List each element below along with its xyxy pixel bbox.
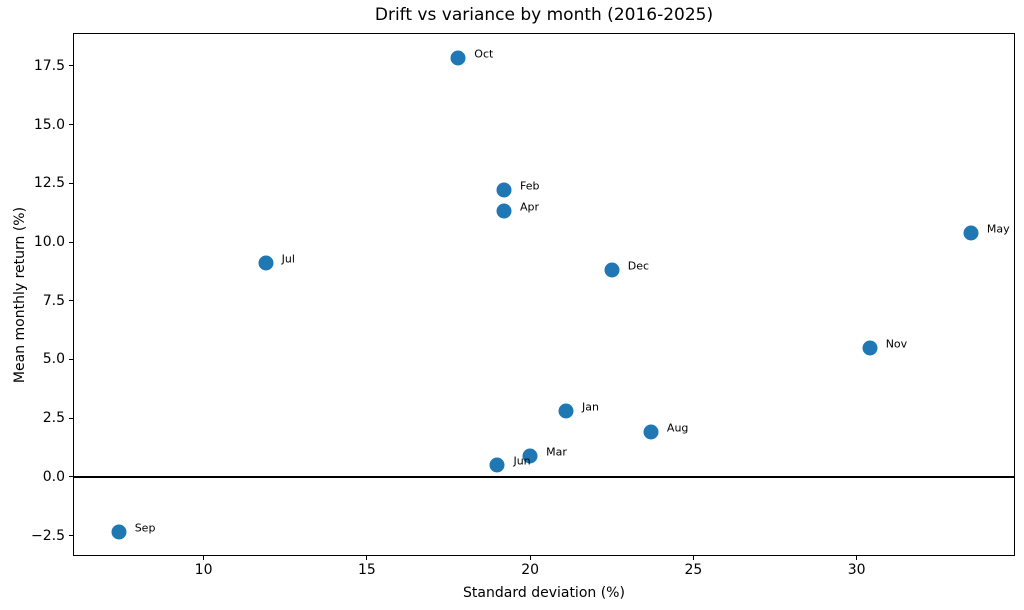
point-label-jul: Jul: [281, 252, 295, 266]
data-point-feb: [496, 182, 512, 198]
point-label-apr: Apr: [520, 200, 540, 214]
y-axis-label: Mean monthly return (%): [12, 206, 28, 384]
data-point-nov: [862, 340, 878, 356]
y-tick-label: 5.0: [42, 351, 65, 368]
y-tick-label: 17.5: [33, 57, 65, 74]
point-label-jan: Jan: [582, 400, 599, 414]
x-tick-label: 15: [357, 562, 376, 578]
point-label-feb: Feb: [520, 179, 540, 193]
y-tick-mark: [69, 417, 73, 419]
point-label-oct: Oct: [474, 47, 494, 61]
point-label-mar: Mar: [546, 445, 567, 459]
x-tick-label: 25: [684, 562, 703, 578]
x-tick-mark: [366, 556, 368, 560]
x-tick-label: 10: [194, 562, 213, 578]
data-point-jun: [489, 457, 505, 473]
y-tick-label: 15.0: [33, 116, 65, 133]
data-point-jul: [258, 255, 274, 271]
point-label-may: May: [986, 222, 1010, 236]
data-point-oct: [450, 50, 466, 66]
point-label-nov: Nov: [885, 337, 908, 351]
point-label-dec: Dec: [627, 259, 650, 273]
x-tick-mark: [529, 556, 531, 560]
data-point-apr: [496, 203, 512, 219]
x-tick-mark: [856, 556, 858, 560]
y-tick-mark: [69, 535, 73, 537]
y-tick-label: 12.5: [33, 175, 65, 192]
zero-reference-line: [73, 475, 1015, 478]
y-tick-mark: [69, 182, 73, 184]
point-label-jun: Jun: [513, 454, 531, 468]
point-label-sep: Sep: [134, 521, 156, 535]
x-tick-mark: [203, 556, 205, 560]
chart-title: Drift vs variance by month (2016-2025): [374, 5, 714, 25]
data-point-dec: [604, 262, 620, 278]
data-point-may: [963, 225, 979, 241]
y-tick-label: 7.5: [42, 292, 65, 309]
data-point-sep: [111, 524, 127, 540]
data-point-jan: [558, 403, 574, 419]
y-tick-mark: [69, 358, 73, 360]
x-tick-label: 30: [847, 562, 866, 578]
y-tick-label: 0.0: [42, 468, 65, 485]
point-label-aug: Aug: [666, 421, 689, 435]
y-tick-label: −2.5: [31, 527, 65, 544]
x-tick-label: 20: [521, 562, 540, 578]
x-tick-mark: [692, 556, 694, 560]
x-axis-label: Standard deviation (%): [463, 585, 625, 601]
y-tick-mark: [69, 300, 73, 302]
plot-area: [73, 33, 1015, 556]
y-tick-mark: [69, 65, 73, 67]
y-tick-label: 2.5: [42, 410, 65, 427]
y-tick-mark: [69, 476, 73, 478]
data-point-mar: [522, 448, 538, 464]
y-tick-label: 10.0: [33, 234, 65, 250]
data-point-aug: [643, 424, 659, 440]
y-tick-mark: [69, 241, 73, 243]
y-tick-mark: [69, 124, 73, 126]
